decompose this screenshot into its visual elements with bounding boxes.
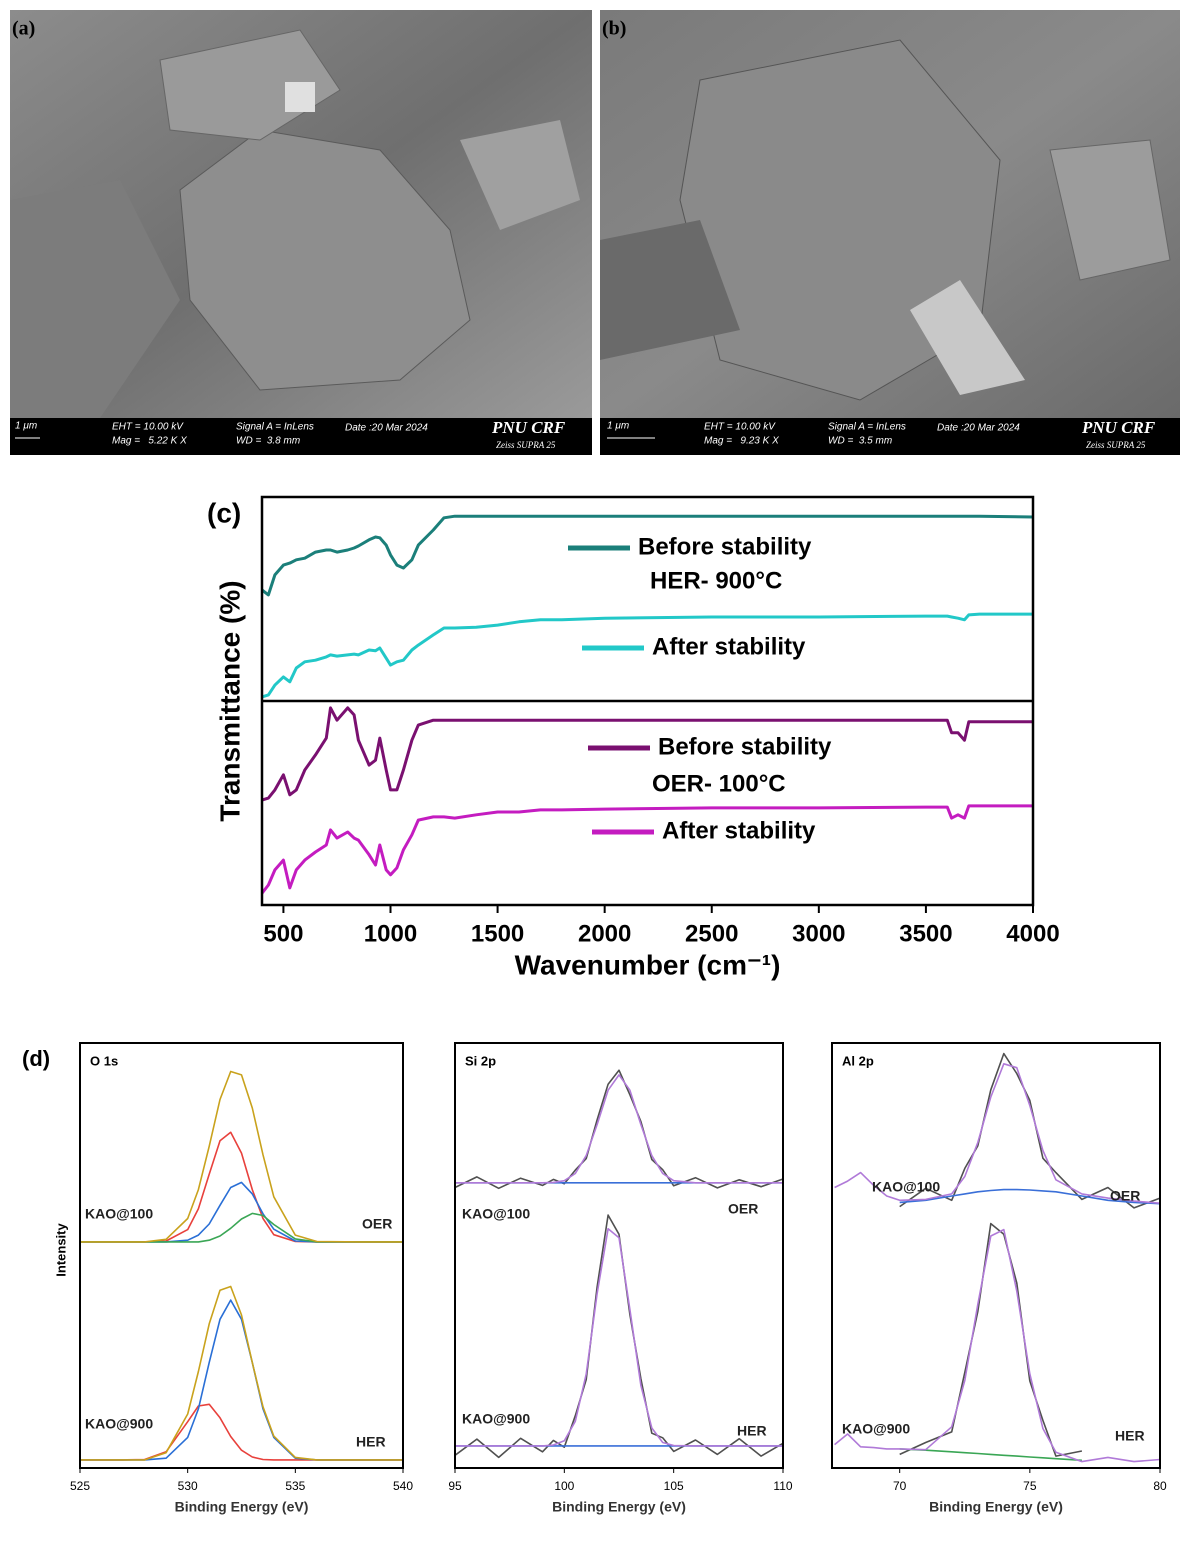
plot-frame — [832, 1043, 1160, 1468]
data-line — [455, 1070, 783, 1188]
x-axis-label: Wavenumber (cm⁻¹) — [515, 949, 781, 980]
plot-frame — [80, 1043, 403, 1468]
panel-title: Al 2p — [842, 1053, 874, 1068]
sem-image-b: (b) 1 μm EHT = 10.00 kV Mag = 9.23 K X S… — [600, 10, 1180, 455]
data-line — [80, 1287, 403, 1460]
annotation: OER — [362, 1216, 392, 1232]
data-line — [262, 708, 1033, 800]
sem-wd: WD = 3.5 mm — [828, 436, 892, 447]
sem-scale-text: 1 μm — [607, 421, 629, 432]
x-tick-label: 2500 — [685, 920, 738, 947]
sem-date: Date :20 Mar 2024 — [345, 423, 428, 434]
x-tick-label: 525 — [70, 1479, 90, 1493]
x-tick-label: 3500 — [899, 920, 952, 947]
x-tick-label: 70 — [893, 1479, 907, 1493]
sem-instrument: Zeiss SUPRA 25 — [496, 440, 556, 450]
x-axis-label: Binding Energy (eV) — [552, 1499, 686, 1515]
sem-signal: Signal A = InLens — [828, 422, 906, 433]
legend-label: Before stability — [638, 533, 812, 560]
legend-label: After stability — [662, 817, 816, 844]
annotation: OER — [728, 1201, 758, 1217]
x-tick-label: 95 — [448, 1479, 462, 1493]
sem-eht: EHT = 10.00 kV — [112, 422, 184, 433]
y-axis-label: Transmittance (%) — [214, 580, 245, 821]
sem-signal: Signal A = InLens — [236, 422, 314, 433]
sem-instrument: Zeiss SUPRA 25 — [1086, 440, 1146, 450]
data-line — [900, 1224, 1082, 1457]
sem-facility: PNU CRF — [1081, 418, 1156, 437]
sem-scale-text: 1 μm — [15, 421, 37, 432]
annotation: HER — [737, 1423, 767, 1439]
x-axis-label: Binding Energy (eV) — [929, 1499, 1063, 1515]
panel-label: (d) — [22, 1046, 50, 1071]
annotation: KAO@100 — [462, 1206, 530, 1222]
data-line — [262, 806, 1033, 893]
data-line — [80, 1132, 403, 1242]
annotation: OER — [1110, 1188, 1140, 1204]
panel-title: O 1s — [90, 1053, 118, 1068]
data-line — [80, 1300, 403, 1460]
x-tick-label: 105 — [664, 1479, 684, 1493]
x-axis-label: Binding Energy (eV) — [175, 1499, 309, 1515]
annotation: KAO@900 — [85, 1416, 153, 1432]
annotation: KAO@900 — [462, 1411, 530, 1427]
x-tick-label: 75 — [1023, 1479, 1037, 1493]
x-tick-label: 80 — [1153, 1479, 1167, 1493]
x-tick-label: 535 — [285, 1479, 305, 1493]
sem-wd: WD = 3.8 mm — [236, 436, 300, 447]
annotation: HER — [1115, 1428, 1145, 1444]
data-line — [455, 1075, 783, 1183]
x-tick-label: 530 — [178, 1479, 198, 1493]
legend-label: After stability — [652, 633, 806, 660]
plot-frame — [455, 1043, 783, 1468]
panel-title: Si 2p — [465, 1053, 496, 1068]
figure: (a) 1 μm EHT = 10.00 kV Mag = 5.22 K X S… — [0, 0, 1180, 1548]
x-tick-label: 2000 — [578, 920, 631, 947]
sem-image-a: (a) 1 μm EHT = 10.00 kV Mag = 5.22 K X S… — [10, 10, 592, 455]
data-line — [80, 1404, 403, 1460]
sem-facility: PNU CRF — [491, 418, 566, 437]
panel-label: (a) — [12, 18, 35, 40]
legend-label: Before stability — [658, 733, 832, 760]
x-tick-label: 1500 — [471, 920, 524, 947]
sem-particle — [285, 82, 315, 112]
x-tick-label: 110 — [773, 1479, 792, 1493]
annotation: KAO@100 — [872, 1179, 940, 1195]
panel-label: (b) — [602, 18, 626, 40]
annotation: HER — [356, 1434, 386, 1450]
sem-mag: Mag = 5.22 K X — [112, 436, 187, 447]
annotation: KAO@100 — [85, 1206, 153, 1222]
x-tick-label: 500 — [263, 920, 303, 947]
y-axis-label: Intensity — [53, 1223, 68, 1277]
sem-date: Date :20 Mar 2024 — [937, 423, 1020, 434]
sem-mag: Mag = 9.23 K X — [704, 436, 779, 447]
annotation: OER- 100°C — [652, 770, 786, 797]
panel-label: (c) — [207, 497, 241, 528]
x-tick-label: 3000 — [792, 920, 845, 947]
data-line — [262, 614, 1033, 697]
x-tick-label: 540 — [393, 1479, 413, 1493]
annotation: HER- 900°C — [650, 567, 782, 594]
x-tick-label: 1000 — [364, 920, 417, 947]
annotation: KAO@900 — [842, 1421, 910, 1437]
sem-eht: EHT = 10.00 kV — [704, 422, 776, 433]
x-tick-label: 100 — [554, 1479, 574, 1493]
x-tick-label: 4000 — [1006, 920, 1059, 947]
